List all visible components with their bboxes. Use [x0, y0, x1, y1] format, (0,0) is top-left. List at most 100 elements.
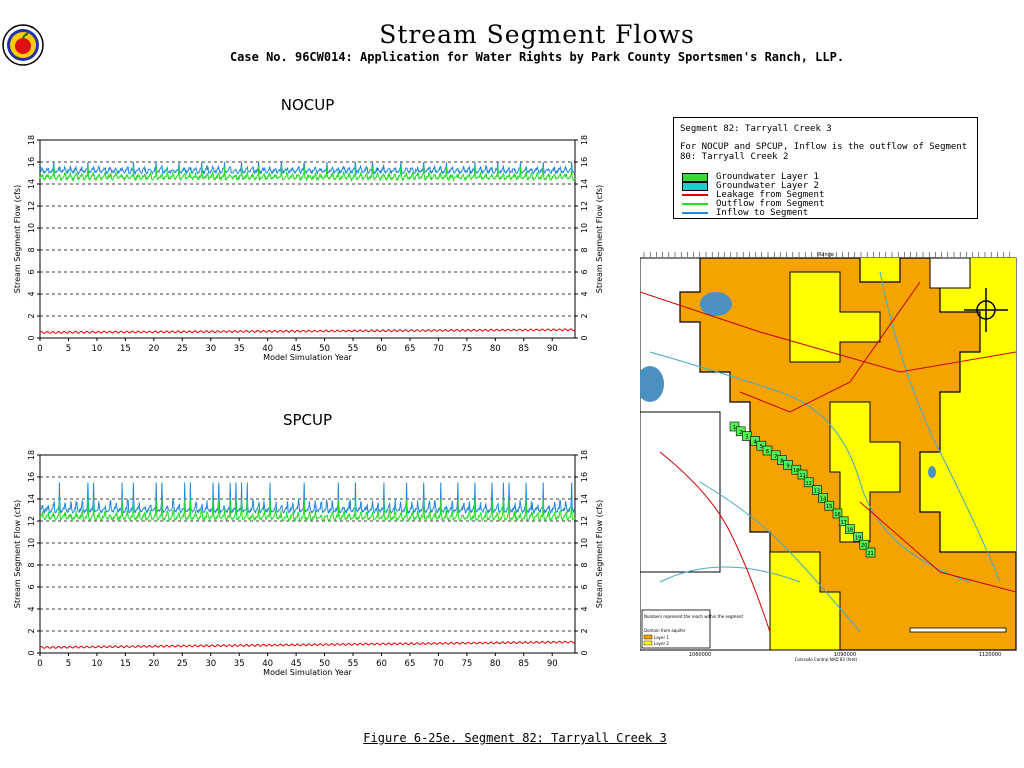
y-tick-label: 0	[27, 335, 36, 340]
map-segment-cell	[729, 421, 740, 432]
x-tick-label: 35	[234, 344, 245, 354]
y-tick-label: 6	[580, 269, 589, 274]
x-tick-label: 75	[461, 659, 472, 669]
map-lake	[700, 292, 732, 316]
x-tick-label: 45	[291, 659, 302, 669]
map-bottom-axis-label: Colorado Central NAD 83 (feet)	[795, 657, 858, 662]
y-tick-label: 18	[27, 135, 36, 145]
map-stream	[699, 481, 861, 633]
map-inset-swatch	[643, 634, 653, 640]
y-tick-label: 0	[580, 335, 589, 340]
map-inset-text: Domain from aquifer	[644, 628, 686, 633]
map-layer2-patch	[829, 401, 901, 543]
map-segment-cell-label: 7	[774, 454, 777, 460]
compass-rose-arms	[964, 288, 1008, 332]
y-axis-label-right: Stream Segment Flow (cfs)	[595, 500, 604, 608]
y-tick-label: 6	[27, 269, 36, 274]
y-tick-label: 2	[580, 628, 589, 633]
series-line-inflow-to-segment	[39, 161, 576, 176]
map-segment-cell-label: 18	[847, 528, 853, 534]
map-segment-cell	[853, 532, 863, 542]
map-segment-cell-label: 2	[739, 430, 742, 436]
x-axis-label: Model Simulation Year	[263, 353, 352, 362]
map-segment-cell	[824, 500, 835, 511]
legend-segment-label: Segment 82: Tarryall Creek 3	[680, 124, 832, 134]
y-tick-label: 12	[580, 516, 589, 526]
y-tick-label: 18	[27, 450, 36, 460]
x-tick-label: 50	[319, 344, 330, 354]
plot-frame	[39, 139, 576, 339]
y-axis-label: Stream Segment Flow (cfs)	[13, 500, 22, 608]
map-segment-cell-label: 14	[820, 496, 826, 502]
map-lake	[928, 466, 936, 478]
series-line-inflow-to-segment	[39, 482, 576, 515]
x-tick-label: 40	[262, 659, 273, 669]
x-tick-label: 20	[148, 659, 159, 669]
y-tick-label: 8	[580, 562, 589, 567]
y-tick-label: 10	[580, 223, 589, 233]
x-tick-label: 55	[348, 659, 359, 669]
map-stream	[649, 351, 971, 583]
y-tick-label: 8	[580, 247, 589, 252]
segment-location-map: 123456789101112131415161718192021Range1 …	[640, 252, 1017, 662]
map-segment-cell	[832, 508, 843, 519]
map-scale-bar	[909, 627, 1007, 633]
map-stream	[659, 566, 801, 583]
map-segment-cell-label: 21	[867, 551, 873, 557]
map-segment-cell-label: 8	[780, 459, 783, 465]
map-road	[640, 291, 1017, 373]
chart-title: NOCUP	[281, 96, 335, 114]
map-segment-cell	[865, 547, 876, 558]
map-segment-cell	[845, 524, 855, 534]
y-tick-label: 4	[580, 291, 589, 296]
x-tick-label: 80	[490, 659, 501, 669]
map-segment-cell	[735, 426, 746, 437]
series-line-outflow-from-segment	[39, 498, 576, 523]
map-segment-cell-label: 12	[806, 481, 812, 487]
map-layer2-patch	[789, 271, 881, 363]
x-tick-label: 80	[490, 344, 501, 354]
map-inset-text: Layer 1	[654, 635, 669, 640]
y-tick-label: 8	[27, 247, 36, 252]
y-tick-label: 16	[580, 157, 589, 167]
svg-text:· · · ·: · · · ·	[19, 28, 28, 33]
x-tick-label: 35	[234, 659, 245, 669]
y-tick-label: 14	[580, 179, 589, 189]
x-tick-label: 10	[92, 344, 103, 354]
map-segment-cell-label: 6	[766, 449, 769, 455]
map-easting-label: 1120000	[979, 652, 1001, 658]
map-no-data-area	[640, 411, 721, 573]
y-axis-label: Stream Segment Flow (cfs)	[13, 185, 22, 293]
map-segment-cell-label: 20	[861, 543, 867, 549]
y-tick-label: 16	[27, 157, 36, 167]
map-no-data-area	[929, 257, 971, 289]
map-road	[739, 281, 921, 413]
map-segment-cell	[762, 445, 773, 456]
legend-note: For NOCUP and SPCUP, Inflow is the outfl…	[680, 142, 968, 162]
map-segment-cell-label: 16	[834, 512, 840, 518]
x-axis-label: Model Simulation Year	[263, 668, 352, 677]
x-tick-label: 0	[37, 344, 42, 354]
map-road	[859, 501, 1017, 593]
map-segment-cell	[770, 450, 781, 461]
x-tick-label: 65	[405, 344, 416, 354]
x-tick-label: 65	[405, 659, 416, 669]
map-segment-cell	[783, 460, 793, 470]
map-inset-text: Numbers represent the reach within the s…	[644, 614, 743, 619]
y-tick-label: 8	[27, 562, 36, 567]
page-subtitle: Case No. 96CW014: Application for Water …	[229, 50, 845, 64]
state-seal-logo: · · · ·	[2, 24, 44, 66]
x-tick-label: 50	[319, 659, 330, 669]
map-easting-label: 1090000	[834, 652, 856, 658]
y-tick-label: 12	[27, 201, 36, 211]
map-segment-cell	[812, 485, 822, 495]
series-line-outflow-from-segment	[39, 166, 576, 183]
map-segment-cell	[818, 493, 828, 503]
x-tick-label: 15	[120, 344, 131, 354]
x-tick-label: 70	[433, 344, 444, 354]
x-tick-label: 25	[177, 344, 188, 354]
x-tick-label: 40	[262, 344, 273, 354]
y-tick-label: 14	[27, 179, 36, 189]
